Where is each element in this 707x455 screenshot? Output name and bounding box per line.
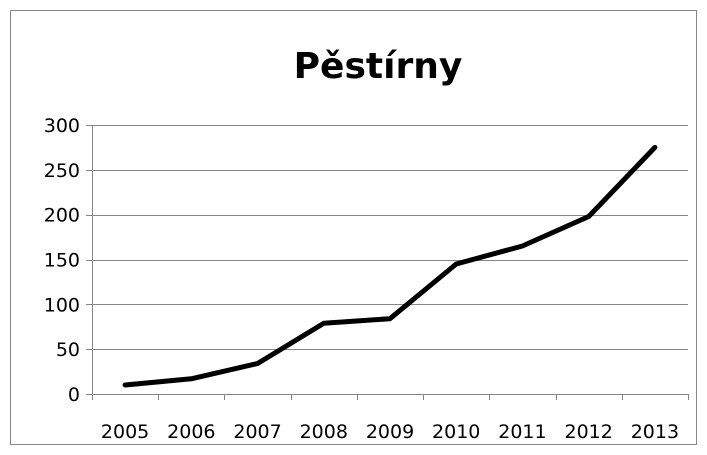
y-tick-label-200: 200 [44,205,80,227]
y-tick-label-0: 0 [68,384,80,406]
y-tick-label-300: 300 [44,115,80,137]
gridlines [92,125,688,350]
chart-title: Pěstírny [294,46,463,87]
chart-border [10,10,697,445]
x-tick-label-2011: 2011 [498,421,546,443]
y-tick-label-50: 50 [56,339,80,361]
x-tick-label-2005: 2005 [101,421,149,443]
x-tick-label-2010: 2010 [432,421,480,443]
y-tick-label-100: 100 [44,294,80,316]
axis-labels: 0 50 100 150 200 250 300 2005 2006 2007 2008 2009 20… [44,115,679,443]
axes [86,125,689,400]
x-tick-label-2012: 2012 [564,421,612,443]
data-series [122,144,658,388]
x-tick-label-2006: 2006 [167,421,215,443]
x-tick-label-2008: 2008 [300,421,348,443]
x-tick-label-2007: 2007 [233,421,281,443]
x-tick-label-2013: 2013 [631,421,679,443]
y-tick-label-250: 250 [44,160,80,182]
y-tick-label-150: 150 [44,250,80,272]
x-tick-label-2009: 2009 [366,421,414,443]
